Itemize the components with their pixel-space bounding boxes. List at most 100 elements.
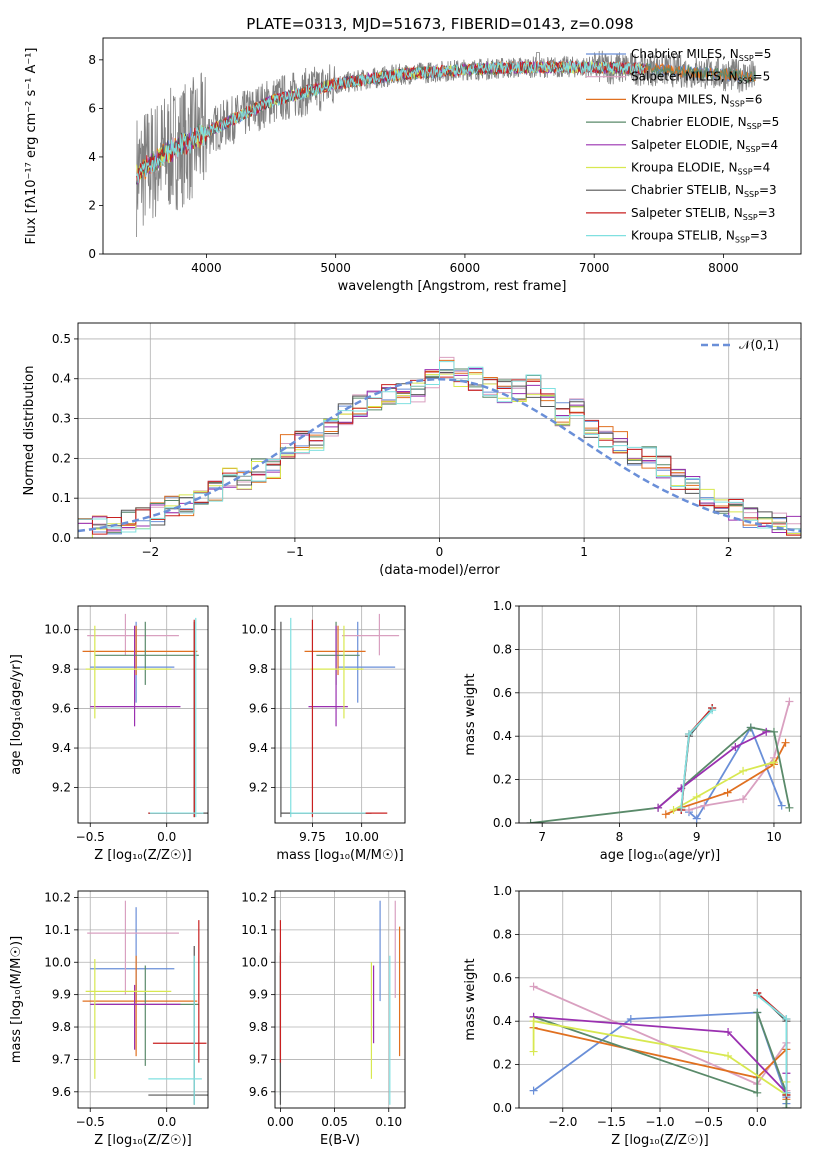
y-tick-label: 0.0 — [493, 1101, 512, 1115]
data-point — [785, 803, 794, 812]
data-point — [529, 1017, 538, 1026]
y-tick-label: 0.2 — [493, 773, 512, 787]
x-tick-label: −0.5 — [694, 1115, 723, 1129]
y-tick-label: 8 — [88, 53, 96, 67]
plot-frame — [518, 605, 802, 824]
y-tick-label: 0.8 — [493, 927, 512, 941]
x-tick-label: 2 — [725, 545, 733, 559]
x-tick-label: 9.75 — [299, 830, 326, 844]
chart-mw_vs_Z: −2.0 −1.5 −1.0 −0.5 0.0 0.0 0.2 0.4 0.6 0.8 1.0 Z [… — [463, 884, 802, 1148]
y-tick-label: 10.1 — [44, 923, 71, 937]
plot-frame — [77, 605, 209, 824]
plot-frame — [274, 605, 406, 824]
data-point — [724, 1028, 733, 1037]
data-point — [708, 706, 717, 715]
y-tick-label: 10.0 — [241, 623, 268, 637]
y-tick-label: 0.8 — [493, 642, 512, 656]
x-axis-label: Z [log₁₀(Z/Z☉)] — [94, 848, 191, 863]
x-tick-label: 6000 — [450, 261, 481, 275]
y-tick-label: 10.2 — [241, 890, 268, 904]
y-tick-label: 0.6 — [493, 686, 512, 700]
y-tick-label: 1.0 — [493, 599, 512, 613]
x-tick-label: 10.00 — [344, 830, 378, 844]
y-tick-label: 9.9 — [249, 988, 268, 1002]
x-tick-label: −1.0 — [645, 1115, 674, 1129]
plot-frame — [274, 890, 406, 1109]
legend-entry: Chabrier MILES, NSSP=5 — [631, 47, 771, 63]
y-tick-label: 0.0 — [493, 816, 512, 830]
data-point — [529, 1086, 538, 1095]
plot-frame — [77, 322, 802, 539]
y-tick-label: 9.6 — [52, 702, 71, 716]
x-tick-label: 0.0 — [157, 830, 176, 844]
legend-entry: Chabrier STELIB, NSSP=3 — [631, 183, 777, 199]
chart-age_vs_Z: −0.5 0.0 9.2 9.4 9.6 9.8 10.0 Z [log₁₀(Z/Z☉)] ag… — [9, 605, 209, 863]
y-tick-label: 2 — [88, 198, 96, 212]
data-point — [762, 727, 771, 736]
y-axis-label: Flux [fλ10⁻¹⁷ erg cm⁻² s⁻¹ A⁻¹] — [24, 48, 39, 245]
data-point — [692, 814, 701, 823]
data-point — [684, 805, 693, 814]
x-axis-label: (data-model)/error — [379, 563, 500, 578]
data-point — [626, 1015, 635, 1024]
series-line — [673, 761, 775, 811]
data-point — [769, 758, 778, 767]
y-tick-label: 0.0 — [52, 531, 71, 545]
data-point — [753, 1008, 762, 1017]
x-tick-label: 10 — [766, 830, 781, 844]
figure-title: PLATE=0313, MJD=51673, FIBERID=0143, z=0… — [246, 15, 633, 33]
x-tick-label: 0.10 — [375, 1115, 402, 1129]
y-tick-label: 10.1 — [241, 923, 268, 937]
x-tick-label: 0.0 — [157, 1115, 176, 1129]
series-line — [657, 731, 767, 809]
x-axis-label: Z [log₁₀(Z/Z☉)] — [94, 1133, 191, 1148]
y-tick-label: 9.6 — [249, 1085, 268, 1099]
legend-entry: Salpeter STELIB, NSSP=3 — [631, 206, 775, 222]
data-point — [677, 803, 686, 812]
data-point — [739, 795, 748, 804]
y-tick-label: 10.0 — [44, 623, 71, 637]
x-tick-label: 8000 — [708, 261, 739, 275]
model-spectrum-line — [136, 60, 646, 183]
x-tick-label: 5000 — [320, 261, 351, 275]
y-tick-label: 10.2 — [44, 890, 71, 904]
y-tick-label: 0.2 — [52, 451, 71, 465]
data-point — [661, 810, 670, 819]
data-point — [723, 788, 732, 797]
x-tick-label: 7000 — [579, 261, 610, 275]
y-tick-label: 6 — [88, 101, 96, 115]
y-tick-label: 0 — [88, 247, 96, 261]
plot-frame — [77, 890, 209, 1109]
x-tick-label: −2.0 — [548, 1115, 577, 1129]
data-point — [692, 792, 701, 801]
normal-curve — [78, 377, 801, 533]
x-tick-label: −1.5 — [597, 1115, 626, 1129]
legend-entry: Kroupa MILES, NSSP=6 — [631, 92, 762, 108]
y-axis-label: Normed distribution — [22, 366, 37, 496]
y-tick-label: 0.1 — [52, 491, 71, 505]
y-tick-label: 9.8 — [249, 1020, 268, 1034]
chart-residuals: −2 −1 0 1 2 0.0 0.1 0.2 0.3 0.4 0.5 (data-model)/er… — [22, 322, 802, 578]
legend-entry: Chabrier ELODIE, NSSP=5 — [631, 115, 779, 131]
y-axis-label: age [log₁₀(age/yr)] — [9, 654, 24, 775]
x-tick-label: −1 — [286, 545, 304, 559]
data-point — [669, 805, 678, 814]
y-tick-label: 0.3 — [52, 412, 71, 426]
data-point — [781, 738, 790, 747]
data-point — [782, 1088, 791, 1097]
y-tick-label: 1.0 — [493, 884, 512, 898]
y-tick-label: 9.6 — [249, 702, 268, 716]
y-tick-label: 9.4 — [249, 741, 268, 755]
data-point — [700, 801, 709, 810]
y-tick-label: 0.4 — [493, 729, 512, 743]
chart-age_vs_mass: 9.75 10.00 9.2 9.4 9.6 9.8 10.0 mass [log₁₀(M/M… — [241, 605, 406, 863]
y-tick-label: 9.2 — [52, 780, 71, 794]
data-point — [785, 697, 794, 706]
x-axis-label: mass [log₁₀(M/M☉)] — [276, 848, 403, 863]
y-tick-label: 9.9 — [52, 988, 71, 1002]
data-point — [782, 1104, 791, 1108]
x-axis-label: wavelength [Angstrom, rest frame] — [338, 279, 567, 294]
chart-mass_vs_Z: −0.5 0.0 9.6 9.7 9.8 9.9 10.0 10.1 10.2 Z [log₁₀(… — [9, 890, 209, 1148]
chart-mw_vs_age: 7 8 9 10 0.0 0.2 0.4 0.6 0.8 1.0 age [log₁₀(age/yr… — [463, 599, 802, 863]
